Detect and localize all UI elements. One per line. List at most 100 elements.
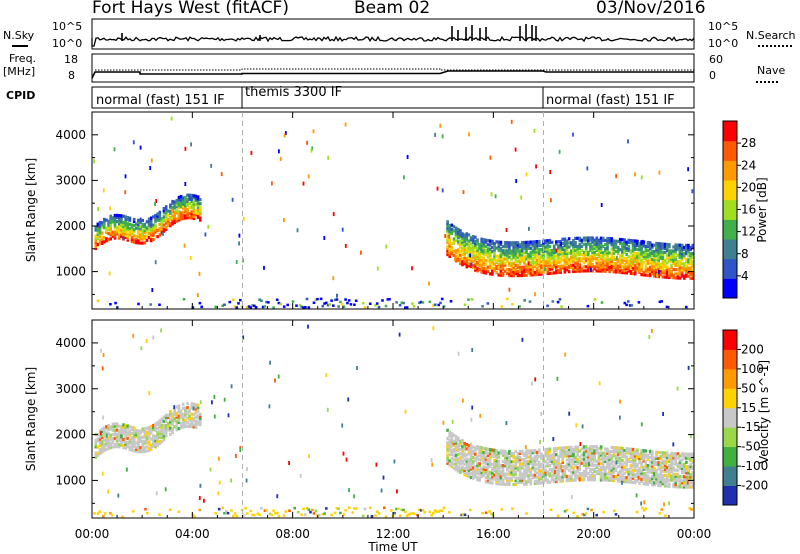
heatmap-cell: [606, 265, 609, 269]
heatmap-cell: [597, 469, 601, 474]
heatmap-cell: [580, 259, 584, 263]
heatmap-cell: [448, 254, 451, 258]
heatmap-cell: [510, 243, 513, 247]
heatmap-cell: [676, 276, 680, 280]
heatmap-cell: [572, 245, 575, 249]
heatmap-cell: [587, 478, 590, 482]
heatmap-cell: [457, 459, 460, 463]
heatmap-cell: [263, 509, 267, 512]
heatmap-cell: [670, 271, 673, 276]
heatmap-cell: [162, 423, 166, 427]
heatmap-cell: [93, 512, 96, 515]
heatmap-cell: [478, 245, 481, 249]
heatmap-cell: [651, 458, 654, 462]
heatmap-cell: [126, 443, 130, 447]
heatmap-cell: [663, 269, 667, 273]
heatmap-cell: [638, 262, 641, 266]
heatmap-cell: [638, 252, 641, 256]
heatmap-cell: [139, 235, 142, 239]
heatmap-cell: [171, 426, 174, 431]
heatmap-cell: [467, 448, 471, 452]
heatmap-cell: [563, 237, 567, 241]
heatmap-cell: [623, 244, 626, 248]
heatmap-cell: [680, 479, 684, 483]
heatmap-cell: [491, 473, 494, 477]
heatmap-cell: [497, 248, 501, 252]
heatmap-cell: [152, 436, 155, 440]
heatmap-cell: [614, 475, 618, 479]
heatmap-cell: [523, 255, 526, 259]
heatmap-cell: [184, 206, 187, 210]
heatmap-cell: [548, 257, 552, 261]
heatmap-cell: [419, 300, 423, 304]
heatmap-cell: [597, 255, 601, 259]
heatmap-cell: [589, 467, 592, 471]
heatmap-cell: [665, 255, 669, 259]
heatmap-cell: [535, 242, 539, 246]
heatmap-cell: [574, 243, 577, 247]
nave-legend-line: [756, 81, 778, 83]
heatmap-cell: [480, 270, 483, 274]
heatmap-cell: [653, 262, 656, 266]
heatmap-cell: [557, 467, 560, 471]
heatmap-cell: [685, 485, 688, 489]
heatmap-cell: [167, 428, 170, 432]
heatmap-cell: [584, 269, 588, 273]
heatmap-cell: [149, 228, 153, 232]
heatmap-cell: [177, 197, 181, 202]
heatmap-cell: [124, 215, 127, 219]
heatmap-cell: [137, 302, 140, 306]
heatmap-cell: [552, 246, 556, 250]
heatmap-cell: [557, 455, 560, 459]
heatmap-cell: [448, 438, 451, 442]
heatmap-cell: [518, 470, 522, 474]
heatmap-cell: [584, 471, 588, 476]
heatmap-cell: [145, 230, 149, 234]
heatmap-cell: [689, 254, 692, 258]
heatmap-cell: [495, 469, 498, 473]
heatmap-cell: [655, 477, 658, 481]
heatmap-cell: [177, 408, 181, 412]
heatmap-cell: [540, 469, 543, 473]
heatmap-cell: [610, 462, 614, 466]
heatmap-cell: [194, 425, 198, 429]
heatmap-cell: [470, 262, 473, 267]
heatmap-cell: [488, 239, 492, 243]
heatmap-cell: [169, 426, 172, 430]
heatmap-cell: [606, 239, 609, 243]
heatmap-cell: [546, 269, 550, 274]
heatmap-cell: [508, 269, 511, 274]
heatmap-cell: [516, 243, 520, 247]
heatmap-cell: [565, 251, 569, 255]
heatmap-cell: [633, 468, 637, 472]
heatmap-cell: [193, 515, 196, 518]
heatmap-cell: [493, 450, 496, 454]
heatmap-cell: [546, 453, 550, 458]
heatmap-cell: [570, 449, 573, 454]
heatmap-cell: [156, 228, 159, 232]
heatmap-cell: [469, 253, 471, 258]
heatmap-cell: [572, 449, 575, 453]
heatmap-cell: [488, 476, 492, 481]
heatmap-cell: [488, 255, 492, 259]
heatmap-cell: [672, 442, 675, 447]
heatmap-cell: [563, 243, 567, 247]
heatmap-cell: [192, 202, 196, 206]
heatmap-cell: [503, 472, 507, 476]
heatmap-cell: [497, 455, 501, 459]
heatmap-cell: [663, 244, 667, 248]
heatmap-cell: [103, 236, 106, 240]
heatmap-cell: [646, 453, 650, 457]
heatmap-cell: [576, 236, 579, 240]
heatmap-cell: [476, 267, 479, 271]
heatmap-cell: [576, 265, 579, 269]
heatmap-cell: [325, 507, 328, 510]
heatmap-cell: [576, 468, 579, 472]
heatmap-cell: [691, 276, 694, 280]
heatmap-cell: [105, 431, 108, 435]
heatmap-cell: [525, 453, 528, 457]
heatmap-cell: [452, 249, 456, 253]
heatmap-cell: [642, 240, 646, 244]
